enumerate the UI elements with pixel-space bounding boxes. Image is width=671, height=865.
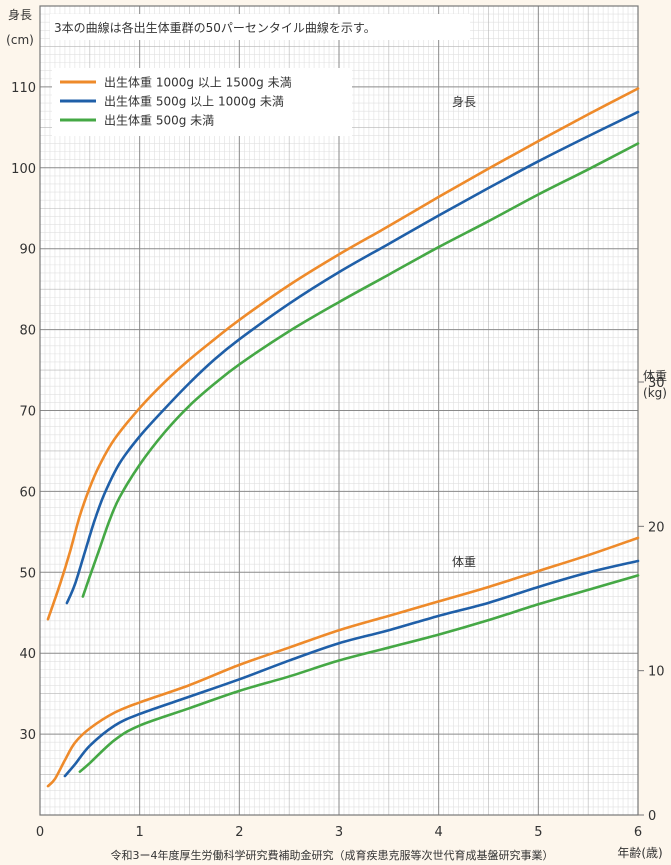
height-tick-label: 100 — [11, 162, 36, 177]
height-tick-label: 50 — [19, 566, 36, 581]
x-axis-label: 年齢(歳) — [617, 845, 662, 860]
weight-panel-label: 体重 — [452, 555, 476, 569]
weight-y-ticks: 0 10 20 30 — [638, 376, 665, 824]
x-tick-label: 2 — [235, 825, 243, 840]
legend-label-1: 出生体重 1000g 以上 1500g 未満 — [104, 76, 292, 90]
height-tick-label: 60 — [19, 485, 36, 500]
height-line-1 — [46, 87, 640, 621]
source-note: 令和3ー4年度厚生労働科学研究費補助金研究（成育疾患克服等次世代育成基盤研究事業… — [111, 848, 554, 861]
weight-line-1 — [46, 536, 640, 788]
weight-series — [46, 536, 640, 788]
x-tick-label: 4 — [435, 825, 443, 840]
weight-ylabel: 体重 — [643, 369, 667, 383]
height-tick-label: 70 — [19, 405, 36, 420]
height-tick-label: 80 — [19, 324, 36, 339]
height-tick-label: 110 — [11, 81, 36, 96]
height-tick-label: 30 — [19, 728, 36, 743]
height-y-ticks: 30 40 50 60 70 80 90 100 110 — [11, 81, 36, 743]
height-ylabel-unit: (cm) — [6, 33, 34, 47]
x-tick-label: 6 — [634, 825, 642, 840]
height-panel-label: 身長 — [452, 94, 476, 109]
height-series — [46, 87, 640, 621]
legend-label-3: 出生体重 500g 未満 — [104, 114, 214, 128]
height-line-2 — [65, 110, 640, 605]
plot-border — [39, 5, 639, 816]
x-ticks: 0 1 2 3 4 5 6 — [36, 825, 642, 840]
x-tick-label: 0 — [36, 825, 44, 840]
weight-ylabel-unit: (kg) — [643, 386, 667, 400]
weight-line-3 — [78, 574, 640, 773]
x-tick-label: 5 — [534, 825, 542, 840]
weight-tick-label: 20 — [648, 520, 665, 535]
x-tick-label: 1 — [136, 825, 144, 840]
height-line-3 — [81, 142, 640, 598]
legend-label-2: 出生体重 500g 以上 1000g 未満 — [104, 95, 284, 109]
height-ylabel: 身長 — [8, 7, 32, 22]
weight-tick-label: 30 — [648, 376, 665, 391]
weight-tick-label: 10 — [648, 665, 665, 680]
title-box — [50, 14, 470, 40]
chart-title: 3本の曲線は各出生体重群の50パーセンタイル曲線を示す。 — [54, 20, 376, 35]
height-tick-label: 90 — [19, 243, 36, 258]
height-tick-label: 40 — [19, 647, 36, 662]
weight-line-2 — [63, 559, 640, 778]
x-tick-label: 3 — [335, 825, 343, 840]
legend-box — [52, 68, 352, 136]
weight-tick-label: 0 — [648, 809, 656, 824]
